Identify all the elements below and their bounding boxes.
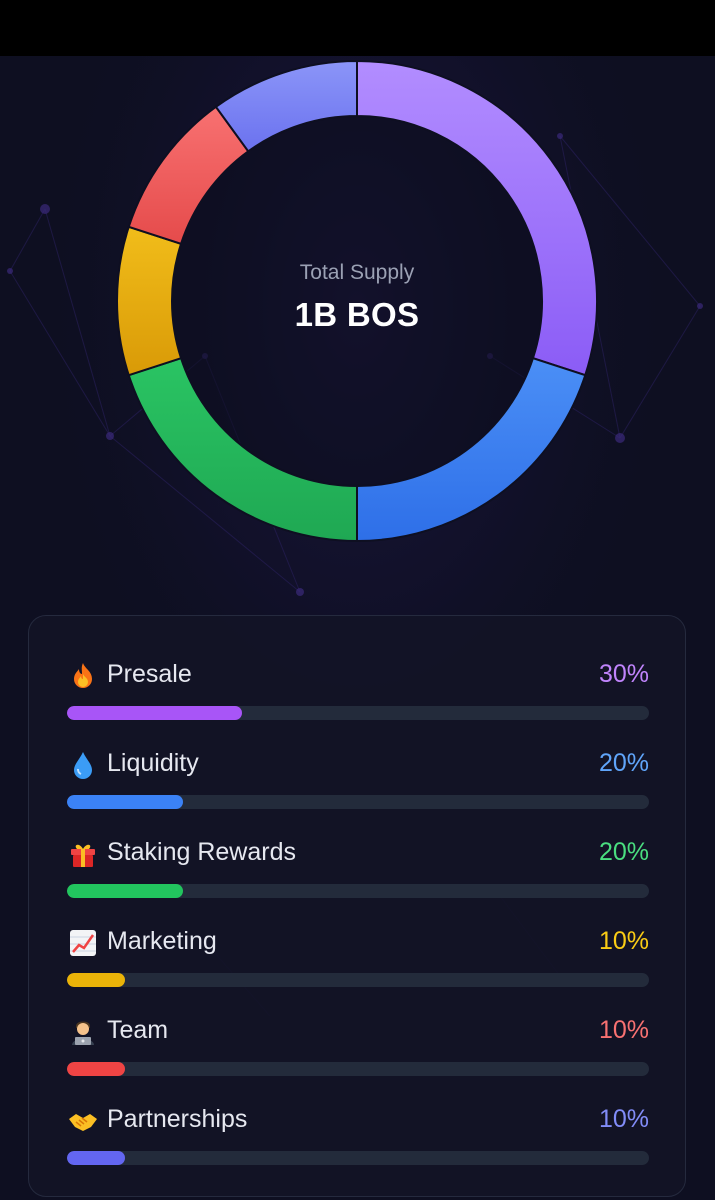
progress-track [67,884,649,898]
legend-row-marketing: Marketing 10% [67,919,649,991]
legend-row-team: Team 10% [67,1008,649,1080]
allocation-legend-card: Presale 30% Liquidity 20% [28,615,686,1197]
gift-icon [67,838,99,870]
progress-track [67,1151,649,1165]
progress-track [67,795,649,809]
legend-label: Liquidity [107,749,199,777]
legend-percent: 10% [598,1105,649,1133]
donut-slice-presale [356,59,599,377]
donut-center-disc [172,116,542,486]
progress-track [67,973,649,987]
center-value: 1B BOS [294,296,420,333]
legend-percent: 20% [598,838,649,866]
legend-label: Marketing [107,927,217,955]
chart-increasing-icon [67,927,99,959]
legend-percent: 20% [598,749,649,777]
top-status-bar [0,0,715,56]
legend-label: Staking Rewards [107,838,296,866]
legend-label: Partnerships [107,1105,248,1133]
progress-fill [67,1151,126,1165]
donut-slice-partnerships [214,59,358,153]
progress-fill [67,706,242,720]
legend-row-presale: Presale 30% [67,652,649,724]
legend-row-staking-rewards: Staking Rewards 20% [67,830,649,902]
donut-slice-marketing [115,225,183,377]
legend-percent: 30% [598,660,649,688]
water-drop-icon [67,749,99,781]
fire-icon [67,660,99,692]
legend-row-liquidity: Liquidity 20% [67,741,649,813]
progress-track [67,706,649,720]
progress-fill [67,884,184,898]
donut-chart: Total Supply 1B BOS [0,56,715,556]
legend-row-partnerships: Partnerships 10% [67,1097,649,1169]
handshake-icon [67,1105,99,1137]
legend-label: Team [107,1016,169,1044]
center-label: Total Supply [299,261,415,284]
legend-label: Presale [107,660,192,688]
progress-fill [67,1062,126,1076]
progress-fill [67,973,126,987]
progress-track [67,1062,649,1076]
legend-percent: 10% [598,927,649,955]
technologist-icon [67,1016,99,1048]
progress-fill [67,795,184,809]
legend-percent: 10% [598,1016,649,1044]
